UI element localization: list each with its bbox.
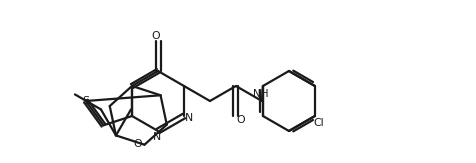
Text: O: O (152, 31, 160, 41)
Text: N: N (153, 132, 161, 142)
Text: O: O (133, 139, 142, 149)
Text: N: N (185, 113, 193, 123)
Text: S: S (82, 96, 89, 106)
Text: O: O (237, 115, 245, 125)
Text: NH: NH (253, 89, 268, 99)
Text: Cl: Cl (314, 118, 324, 128)
